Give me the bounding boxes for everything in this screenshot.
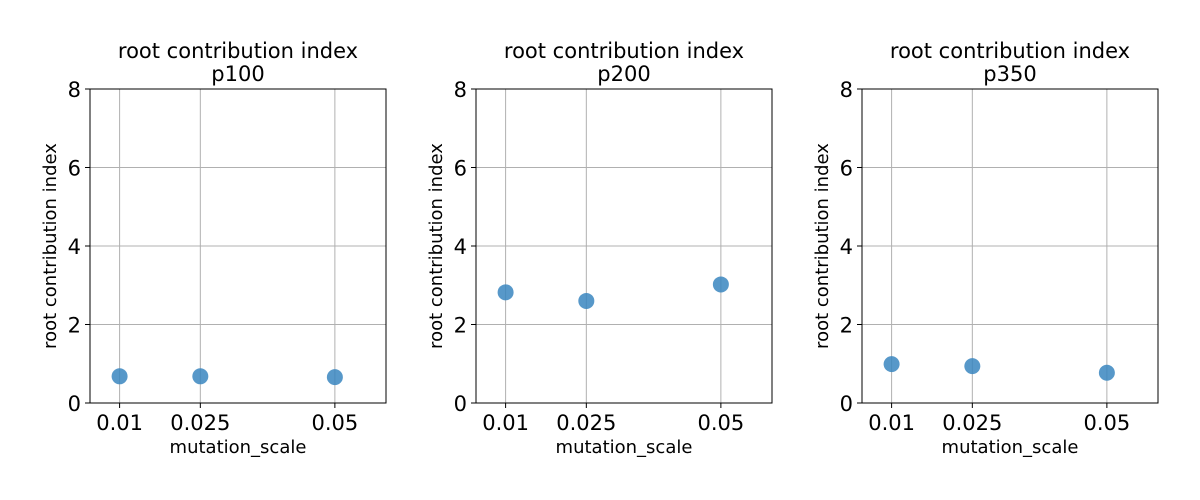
- y-tick-label: 6: [454, 157, 467, 181]
- x-axis-label: mutation_scale: [170, 437, 307, 458]
- y-tick-label: 4: [840, 235, 853, 259]
- data-point: [497, 284, 514, 301]
- y-tick-label: 8: [840, 78, 853, 102]
- y-tick-label: 2: [68, 314, 81, 338]
- data-point: [964, 358, 981, 375]
- chart-subtitle: p350: [983, 62, 1036, 86]
- x-tick-label: 0.025: [556, 411, 616, 435]
- y-axis-label: root contribution index: [40, 143, 61, 349]
- x-axis-label: mutation_scale: [942, 437, 1079, 458]
- data-point: [326, 369, 343, 386]
- plot-frame: [89, 88, 387, 404]
- y-tick-label: 0: [840, 392, 853, 416]
- x-tick-label: 0.01: [868, 411, 915, 435]
- panel-p200: 0 2 4 6 8 0.01 0.025 0.05 root contribution inde…: [426, 39, 773, 458]
- y-tick-label: 6: [68, 157, 81, 181]
- y-axis-label: root contribution index: [812, 143, 833, 349]
- data-point: [883, 356, 900, 373]
- y-tick-label: 0: [68, 392, 81, 416]
- x-tick-label: 0.05: [1083, 411, 1130, 435]
- x-tick-label: 0.01: [482, 411, 529, 435]
- y-tick-label: 8: [454, 78, 467, 102]
- y-axis-label: root contribution index: [426, 143, 447, 349]
- y-tick-label: 8: [68, 78, 81, 102]
- panel-p350: 0 2 4 6 8 0.01 0.025 0.05 root contribution inde…: [812, 39, 1159, 458]
- data-point: [1098, 364, 1115, 381]
- x-tick-label: 0.05: [311, 411, 358, 435]
- x-tick-label: 0.025: [170, 411, 230, 435]
- chart-title: root contribution index: [890, 39, 1130, 63]
- plot-frame: [475, 88, 773, 404]
- panel-p100: 0 2 4 6 8 0.01 0.025 0.05 root contribution inde…: [40, 39, 387, 458]
- plot-frame: [861, 88, 1159, 404]
- x-tick-label: 0.025: [942, 411, 1002, 435]
- data-point: [578, 292, 595, 309]
- chart-title: root contribution index: [504, 39, 744, 63]
- chart-title: root contribution index: [118, 39, 358, 63]
- data-point: [712, 276, 729, 293]
- data-point: [192, 368, 209, 385]
- y-tick-label: 4: [454, 235, 467, 259]
- y-tick-label: 6: [840, 157, 853, 181]
- chart-subtitle: p100: [211, 62, 264, 86]
- chart-subtitle: p200: [597, 62, 650, 86]
- data-point: [111, 368, 128, 385]
- y-tick-label: 2: [840, 314, 853, 338]
- x-axis-label: mutation_scale: [556, 437, 693, 458]
- x-tick-label: 0.05: [697, 411, 744, 435]
- x-tick-label: 0.01: [96, 411, 143, 435]
- y-tick-label: 4: [68, 235, 81, 259]
- y-tick-label: 2: [454, 314, 467, 338]
- y-tick-label: 0: [454, 392, 467, 416]
